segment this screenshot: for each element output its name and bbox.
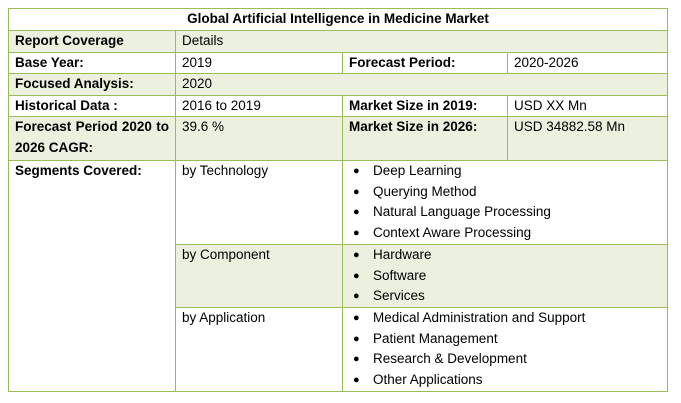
segment-technology-list: ● Deep Learning ● Querying Method ● Natural… bbox=[341, 160, 669, 245]
segment-component-list: ● Hardware ● Software ● Services bbox=[341, 244, 669, 308]
historical-data-value: 2016 to 2019 bbox=[175, 94, 343, 117]
list-item: ● Research & Development bbox=[349, 349, 661, 370]
segment-technology-label: by Technology bbox=[175, 160, 343, 245]
bullet-icon: ● bbox=[353, 226, 360, 239]
list-item: ● Hardware bbox=[349, 246, 661, 266]
table-title: Global Artificial Intelligence in Medici… bbox=[7, 8, 669, 31]
cagr-value: 39.6 % bbox=[175, 116, 343, 161]
segment-application-label: by Application bbox=[175, 307, 343, 392]
bullet-icon: ● bbox=[353, 206, 360, 218]
market-size-2026-label: Market Size in 2026: bbox=[342, 116, 508, 161]
list-item: ● Context Aware Processing bbox=[349, 223, 661, 244]
market-size-2019-value: USD XX Mn bbox=[506, 94, 669, 117]
forecast-period-label: Forecast Period: bbox=[342, 51, 508, 74]
market-report-table: Global Artificial Intelligence in Medici… bbox=[7, 8, 669, 392]
list-item: ● Other Applications bbox=[349, 370, 661, 391]
base-year-label: Base Year: bbox=[8, 51, 176, 74]
report-coverage-value: Details bbox=[174, 30, 669, 53]
segment-component-label: by Component bbox=[175, 244, 343, 308]
base-year-value: 2019 bbox=[175, 51, 343, 74]
market-size-2026-value: USD 34882.58 Mn bbox=[506, 116, 669, 161]
list-item: ● Services bbox=[349, 286, 661, 307]
historical-data-label: Historical Data : bbox=[8, 94, 176, 117]
bullet-icon: ● bbox=[353, 353, 360, 365]
list-item: ● Medical Administration and Support bbox=[349, 309, 661, 329]
list-item: ● Software bbox=[349, 266, 661, 287]
list-item: ● Deep Learning bbox=[349, 162, 661, 182]
focused-analysis-value: 2020 bbox=[174, 73, 669, 96]
bullet-icon: ● bbox=[353, 290, 360, 302]
segment-application-list: ● Medical Administration and Support ● Pat… bbox=[341, 307, 669, 392]
bullet-icon: ● bbox=[353, 312, 360, 324]
focused-analysis-label: Focused Analysis: bbox=[8, 73, 176, 96]
list-item: ● Patient Management bbox=[349, 329, 661, 350]
list-item: ● Natural Language Processing bbox=[349, 202, 661, 223]
forecast-period-value: 2020-2026 bbox=[506, 51, 669, 74]
bullet-icon: ● bbox=[353, 373, 360, 386]
list-item: ● Querying Method bbox=[349, 182, 661, 203]
bullet-icon: ● bbox=[353, 249, 360, 261]
segments-covered-label: Segments Covered: bbox=[8, 160, 176, 392]
bullet-icon: ● bbox=[353, 185, 360, 198]
market-size-2019-label: Market Size in 2019: bbox=[342, 94, 508, 117]
cagr-label: Forecast Period 2020 to 2026 CAGR: bbox=[8, 116, 176, 161]
bullet-icon: ● bbox=[353, 269, 360, 282]
bullet-icon: ● bbox=[353, 165, 360, 177]
bullet-icon: ● bbox=[353, 332, 360, 345]
report-coverage-label: Report Coverage bbox=[8, 30, 176, 53]
